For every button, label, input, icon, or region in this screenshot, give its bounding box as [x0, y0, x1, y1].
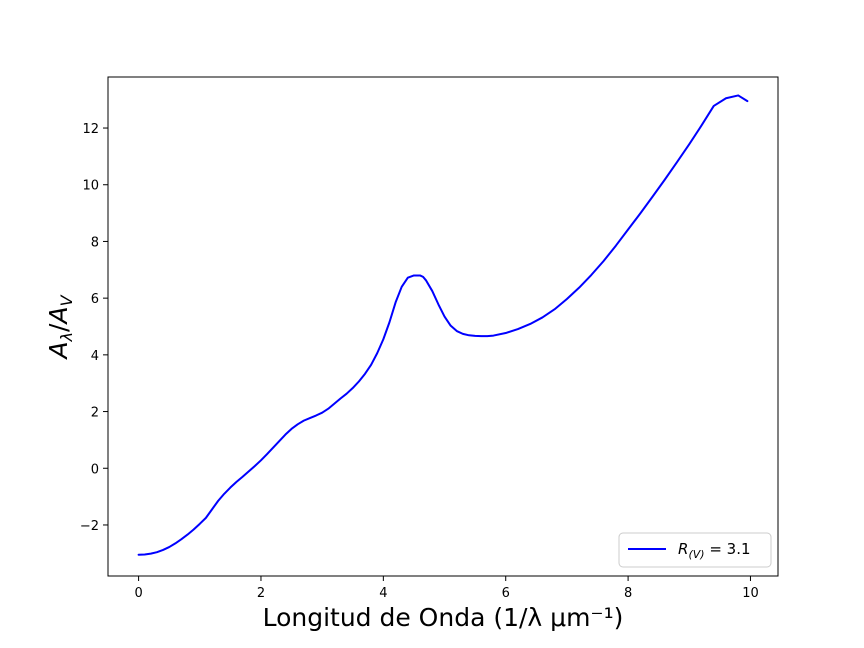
legend-label-rest: = 3.1 — [705, 540, 751, 558]
axes-layer: 0 2 4 6 8 10 −2 0 2 4 6 8 10 12 — [80, 76, 779, 601]
x-tick-label: 8 — [624, 586, 632, 601]
series-line-0 — [137, 94, 749, 556]
y-axis-label-sub2: V — [57, 294, 76, 306]
legend: R(V) = 3.1 — [618, 532, 772, 568]
x-tick-label: 6 — [502, 586, 510, 601]
axes-frame — [107, 76, 779, 577]
x-tick-label: 10 — [742, 586, 759, 601]
y-tick-label: 10 — [82, 179, 99, 194]
legend-label-main: R — [678, 540, 688, 558]
y-axis-label-main: A — [44, 341, 73, 360]
y-tick-label: 4 — [91, 349, 99, 364]
x-tick-label: 2 — [257, 586, 265, 601]
y-axis-label-sub1: λ — [57, 332, 76, 342]
y-tick-label: 12 — [82, 122, 99, 137]
y-tick-label: 6 — [91, 292, 99, 307]
y-axis-label-main2: A — [44, 306, 73, 325]
x-axis-label: Longitud de Onda (1/λ μm⁻¹) — [263, 603, 624, 632]
y-tick-label: 0 — [91, 462, 99, 477]
y-axis-label: Aλ/AV — [44, 294, 76, 360]
legend-label: R(V) = 3.1 — [678, 540, 751, 561]
legend-box — [618, 532, 772, 568]
x-tick-label: 0 — [134, 586, 142, 601]
plot-layer — [137, 94, 749, 556]
legend-label-sub: (V) — [688, 548, 704, 561]
y-tick-label: 2 — [91, 406, 99, 421]
y-tick-label: 8 — [91, 235, 99, 250]
y-axis-label-sep: / — [44, 323, 73, 332]
y-tick-label: −2 — [80, 519, 99, 534]
x-tick-label: 4 — [379, 586, 387, 601]
